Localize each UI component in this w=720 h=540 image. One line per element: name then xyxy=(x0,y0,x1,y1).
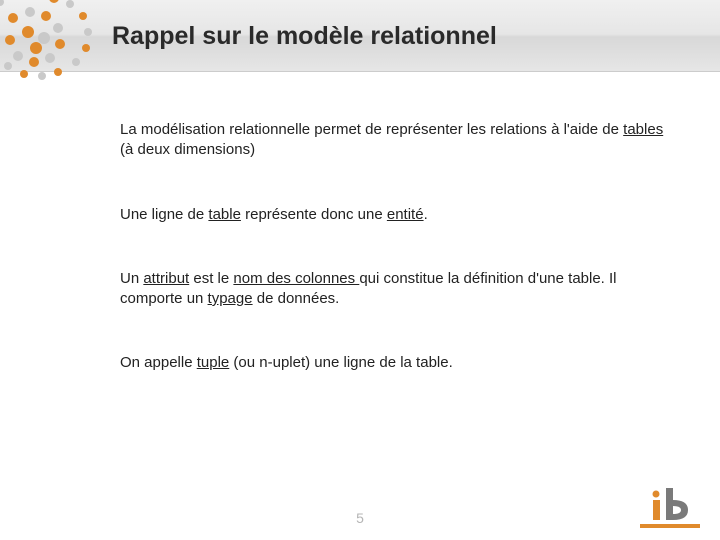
text: Un xyxy=(120,270,143,287)
underline-table: table xyxy=(208,206,241,223)
text: . xyxy=(424,206,428,223)
text: Une ligne de xyxy=(120,206,208,223)
footer-ib-logo xyxy=(640,486,700,528)
paragraph-3: Un attribut est le nom des colonnes qui … xyxy=(120,269,680,310)
text: représente donc une xyxy=(241,206,387,223)
underline-tuple: tuple xyxy=(197,354,230,371)
underline-attribut: attribut xyxy=(143,270,189,287)
paragraph-4: On appelle tuple (ou n-uplet) une ligne … xyxy=(120,353,680,373)
underline-typage: typage xyxy=(208,290,253,307)
underline-nom-colonnes: nom des colonnes xyxy=(233,270,359,287)
slide-content: La modélisation relationnelle permet de … xyxy=(120,120,680,418)
text: La modélisation relationnelle permet de … xyxy=(120,121,623,138)
corner-dots-logo xyxy=(0,0,103,83)
text: (ou n-uplet) une ligne de la table. xyxy=(229,354,452,371)
text: est le xyxy=(189,270,233,287)
text: (à deux dimensions) xyxy=(120,141,255,158)
underline-tables: tables xyxy=(623,121,663,138)
text: de données. xyxy=(253,290,340,307)
page-number: 5 xyxy=(356,510,364,526)
paragraph-2: Une ligne de table représente donc une e… xyxy=(120,205,680,225)
underline-entite: entité xyxy=(387,206,424,223)
slide-title: Rappel sur le modèle relationnel xyxy=(112,22,497,51)
text: On appelle xyxy=(120,354,197,371)
paragraph-1: La modélisation relationnelle permet de … xyxy=(120,120,680,161)
